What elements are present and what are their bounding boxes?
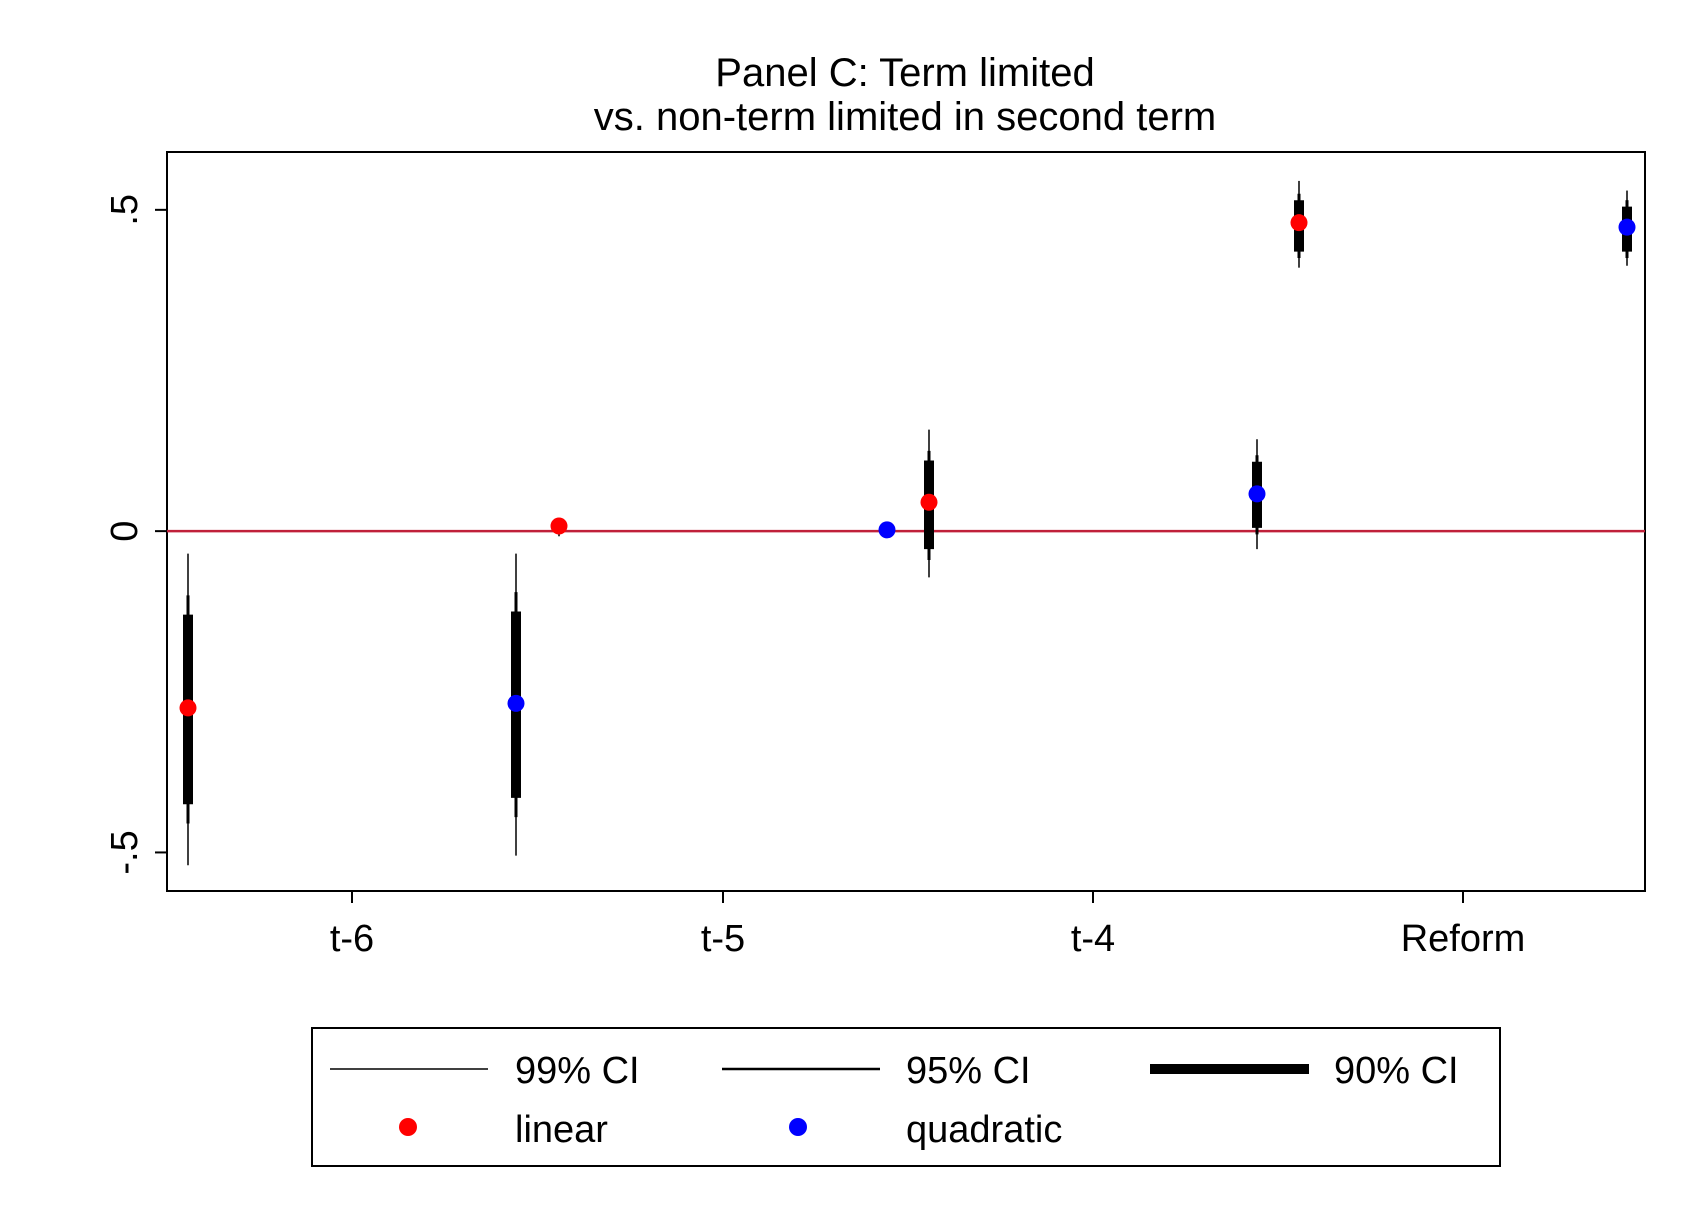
legend-label-quadratic: quadratic [906, 1109, 1062, 1151]
point-estimate-linear [179, 699, 197, 717]
x-tick-label: t-5 [701, 918, 745, 960]
legend-label-99ci: 99% CI [515, 1050, 640, 1092]
y-axis: -.5 0 .5 [104, 194, 167, 875]
x-tick-label: t-4 [1071, 918, 1115, 960]
y-tick-label: 0 [104, 521, 146, 542]
x-tick-label: Reform [1401, 918, 1526, 960]
point-estimate-linear [920, 493, 938, 511]
plot-frame [166, 151, 1646, 892]
x-axis: t-6 t-5 t-4 Reform [330, 891, 1525, 960]
point-estimate-linear [1290, 214, 1308, 232]
chart-title-line-1: Panel C: Term limited [715, 51, 1094, 95]
legend-marker-quadratic [789, 1118, 807, 1136]
point-estimate-linear [550, 517, 568, 535]
legend-label-90ci: 90% CI [1334, 1050, 1459, 1092]
point-estimate-quadratic [1618, 218, 1636, 236]
legend-label-95ci: 95% CI [906, 1050, 1031, 1092]
legend-label-linear: linear [515, 1109, 608, 1151]
legend: 99% CI 95% CI 90% CI linear quadratic [311, 1027, 1501, 1167]
legend-marker-linear [399, 1118, 417, 1136]
legend-box [311, 1027, 1501, 1167]
chart-marks [179, 180, 1636, 866]
chart-title-line-2: vs. non-term limited in second term [594, 95, 1216, 139]
point-estimate-quadratic [878, 521, 896, 539]
point-estimate-quadratic [507, 694, 525, 712]
y-tick-label: -.5 [104, 830, 146, 874]
x-tick-label: t-6 [330, 918, 374, 960]
y-tick-label: .5 [104, 194, 146, 226]
point-estimate-quadratic [1248, 485, 1266, 503]
